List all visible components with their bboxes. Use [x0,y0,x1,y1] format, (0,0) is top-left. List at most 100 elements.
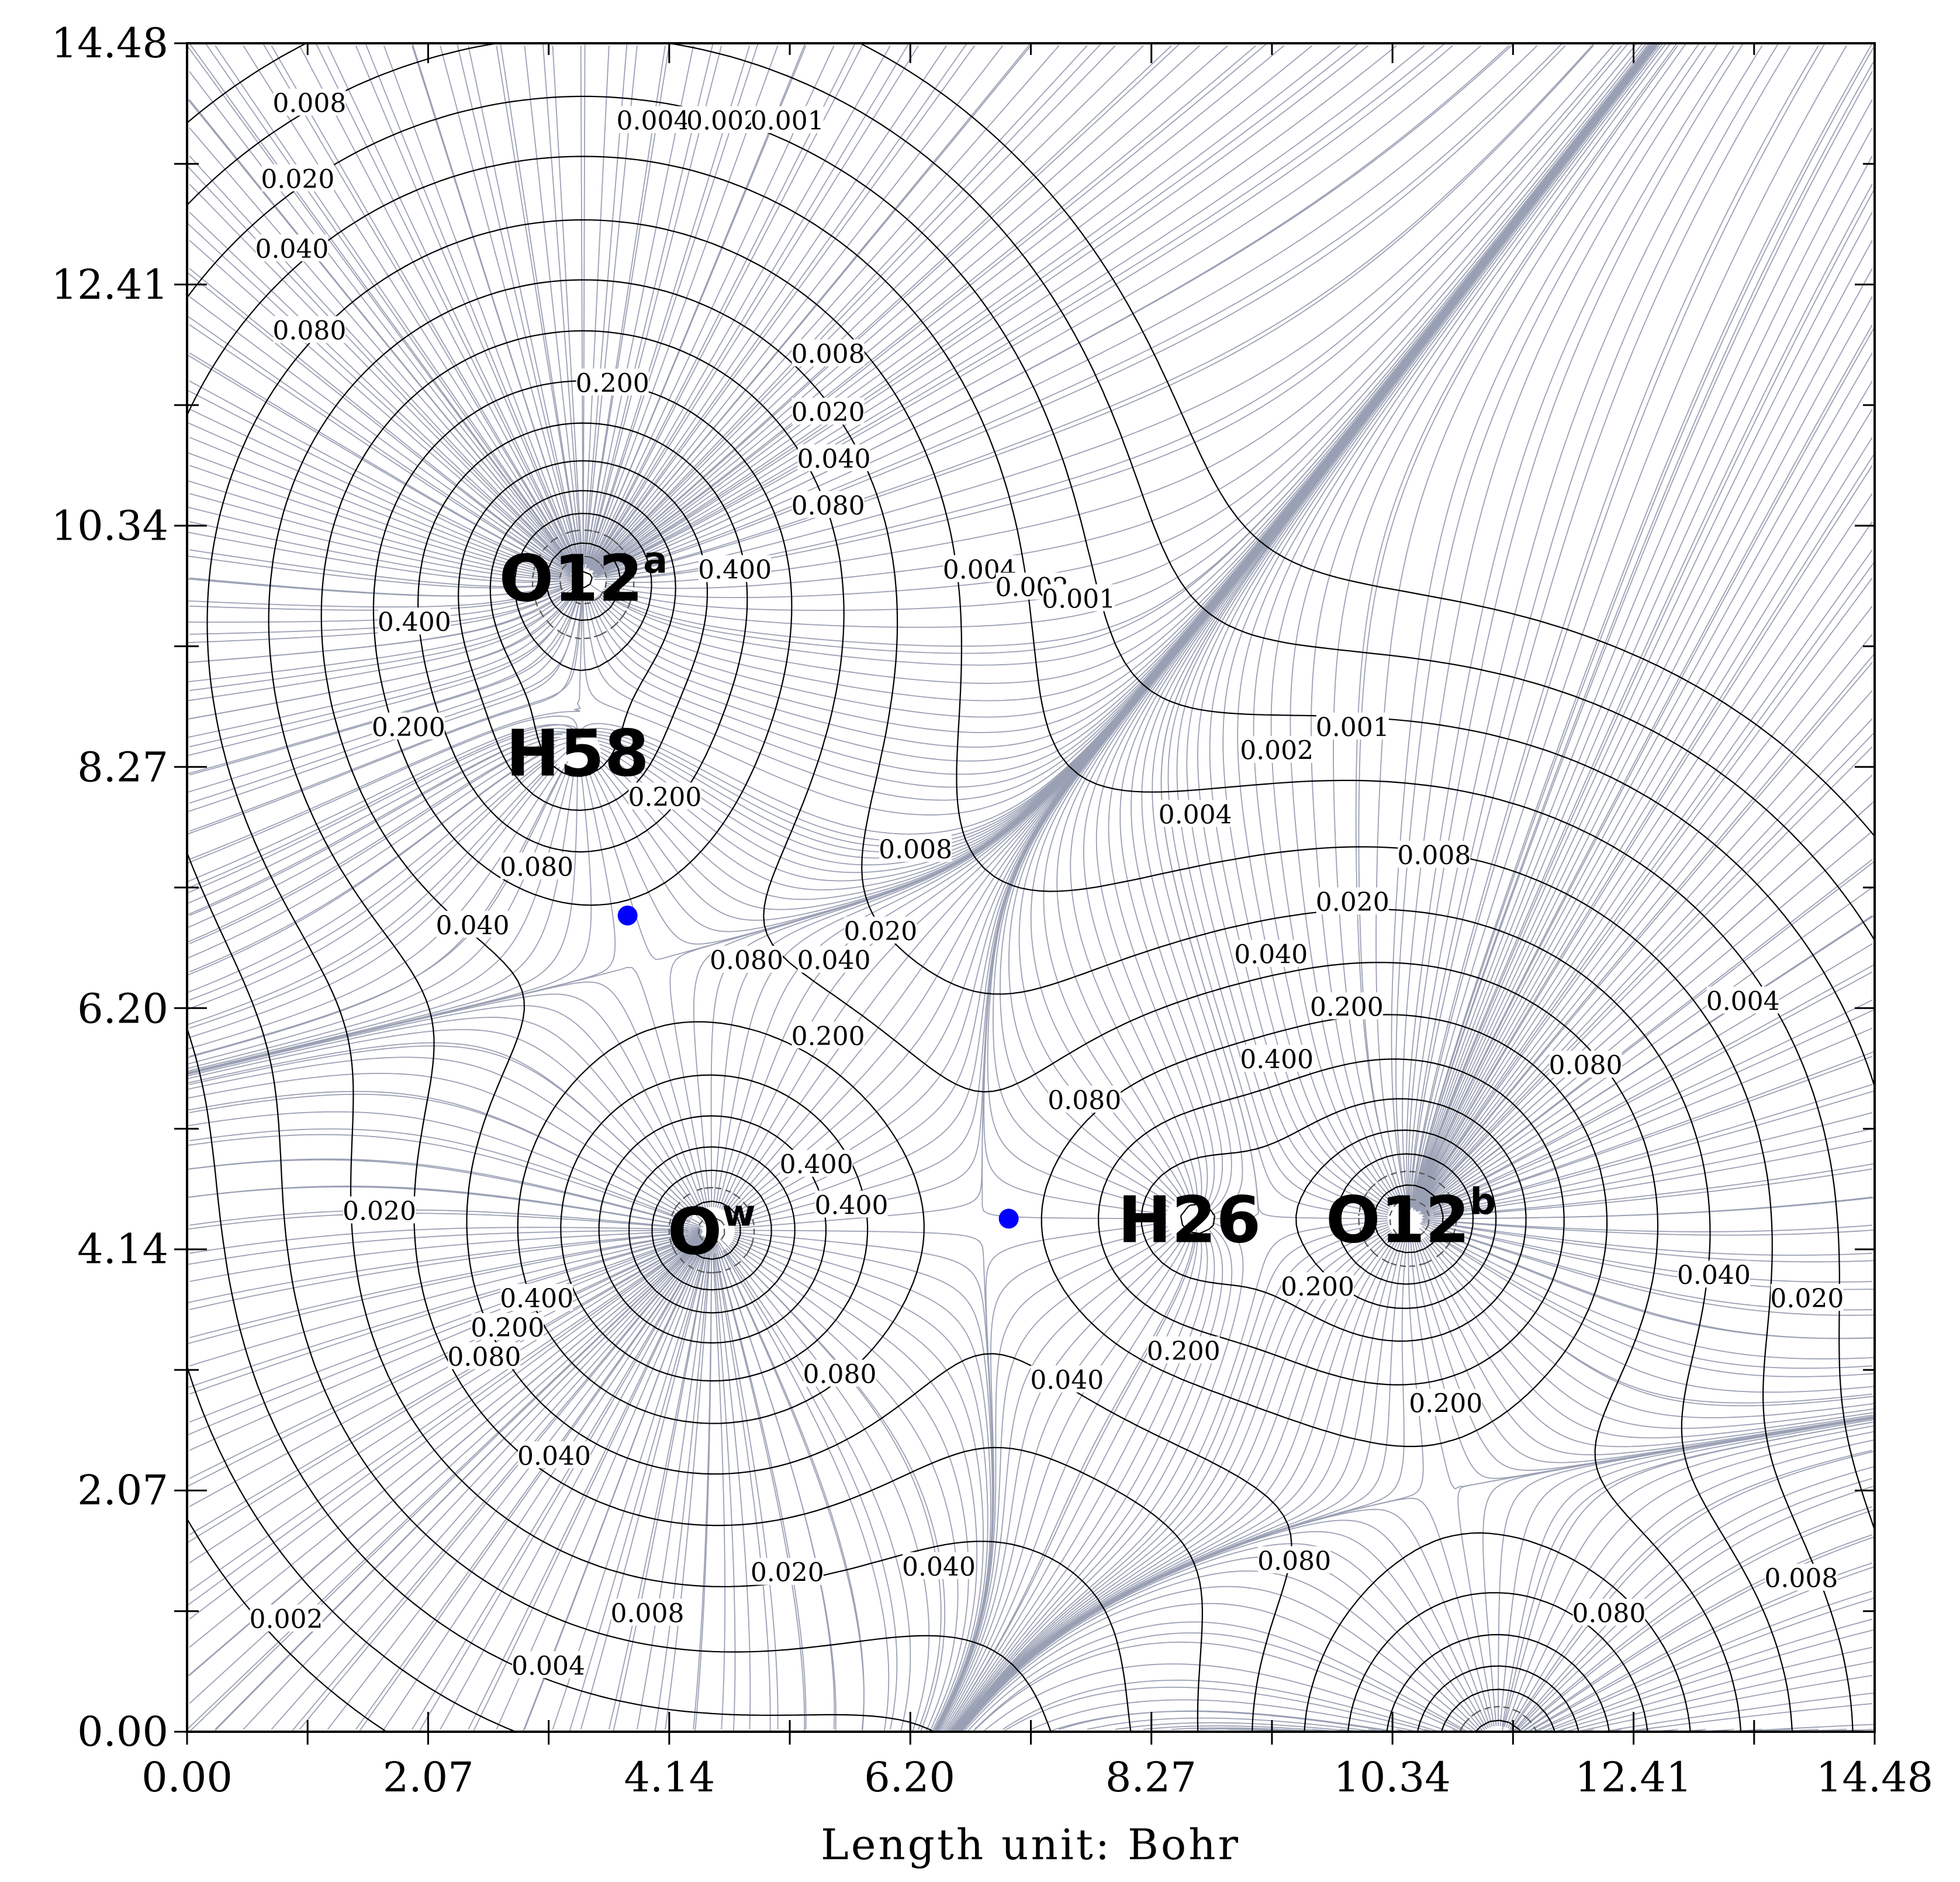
x-tick-label: 10.34 [1333,1753,1450,1801]
gradient-line [1434,1163,1875,1217]
atom-label: H58 [506,716,649,791]
gradient-line [187,593,568,683]
gradient-line [189,1235,702,1535]
gradient-line [1417,831,1873,1213]
gradient-line [189,155,576,572]
gradient-line [1540,1618,1873,1732]
gradient-line [187,1238,690,1436]
contour-label-background [1409,1389,1482,1416]
gradient-line [187,452,561,576]
gradient-line [597,43,968,560]
contour-label: 0.004 [511,1651,585,1681]
y-tick-label: 4.14 [77,1225,168,1273]
contour-label: 0.020 [261,164,334,194]
contour-label-background [1281,1272,1354,1300]
gradient-line [189,296,573,574]
gradient-line [187,715,578,864]
gradient-line [315,43,572,558]
gradient-line [187,555,561,589]
gradient-line [1432,1226,1875,1316]
contour-label: 0.040 [435,911,509,941]
contour-line [514,513,1556,1732]
contour-label-background [699,555,772,582]
gradient-line [189,1231,703,1338]
gradient-line [1355,43,1678,1198]
contour-label-background [844,916,917,944]
gradient-line [189,493,573,580]
gradient-line [1563,1660,1875,1732]
contour-label-background [1159,800,1232,827]
gradient-line [724,1249,911,1732]
gradient-line [440,1240,707,1730]
gradient-line [606,43,1616,578]
gradient-line [1391,43,1700,1197]
axes: 0.00 2.07 4.14 6.20 8.27 10.34 12.41 14.480.002… [51,19,1934,1801]
gradient-line [589,45,976,571]
gradient-line [942,1242,1190,1732]
gradient-line [187,775,578,1073]
x-tick-label: 0.00 [141,1753,233,1801]
gradient-line [957,1233,1394,1732]
gradient-line [1470,1753,1475,1755]
gradient-line [583,43,586,554]
contour-label: 0.040 [1234,940,1308,970]
gradient-line [187,1005,701,1211]
gradient-line [731,1241,978,1732]
y-tick-label: 8.27 [77,744,168,792]
contour-label: 0.002 [686,106,760,136]
gradient-line [600,43,1653,666]
gradient-line [187,1213,689,1230]
gradient-line [189,1234,702,1451]
contour-label-background [576,368,649,396]
gradient-line [187,588,564,623]
gradient-line [187,993,703,1210]
gradient-line [187,747,555,976]
gradient-line [327,45,578,567]
gradient-line [637,1241,711,1730]
gradient-line [189,737,582,945]
gradient-line [1432,1051,1875,1211]
contour-label-background [436,910,509,938]
contour-label: 0.040 [517,1441,591,1471]
gradient-line [1253,43,1660,1204]
gradient-line [1502,1419,1875,1726]
gradient-line [1415,521,1873,1208]
gradient-line [592,45,1032,569]
atom-label: O12b [1326,1180,1496,1257]
gradient-line [189,724,579,888]
gradient-line [1422,560,1875,1199]
gradient-line [327,1238,706,1730]
contour-label-background [1042,584,1115,612]
contour-label: 0.200 [1310,992,1384,1022]
gradient-line [189,268,572,572]
gradient-line [189,1093,700,1224]
contour-line [489,490,1579,1732]
gradient-line [1521,1534,1873,1732]
x-tick-label: 6.20 [864,1753,955,1801]
gradient-line [941,1241,1186,1732]
gradient-line [189,1233,700,1395]
gradient-line [472,1251,703,1732]
contour-label: 0.400 [780,1150,853,1180]
gradient-line [187,586,562,608]
critical-point [617,905,638,926]
gradient-line [1513,1477,1873,1732]
contour-label-background [512,1651,585,1679]
gradient-line [187,1072,693,1218]
y-tick-label: 6.20 [77,985,168,1032]
contour-label: 0.400 [698,555,772,585]
contour-label-background [791,339,865,367]
contour-label-background [1316,887,1389,914]
gradient-line [189,1045,706,1224]
gradient-line [1509,1439,1875,1729]
contour-label: 0.001 [1042,584,1115,614]
gradient-line [189,549,575,588]
contour-label-background [255,234,329,262]
contour-label: 0.008 [1764,1564,1838,1594]
gradient-line [1853,1731,1872,1732]
x-axis-title: Length unit: Bohr [821,1820,1240,1869]
contour-label: 0.080 [1572,1599,1646,1629]
gradient-line [187,165,566,563]
contour-label-background [518,1441,591,1469]
